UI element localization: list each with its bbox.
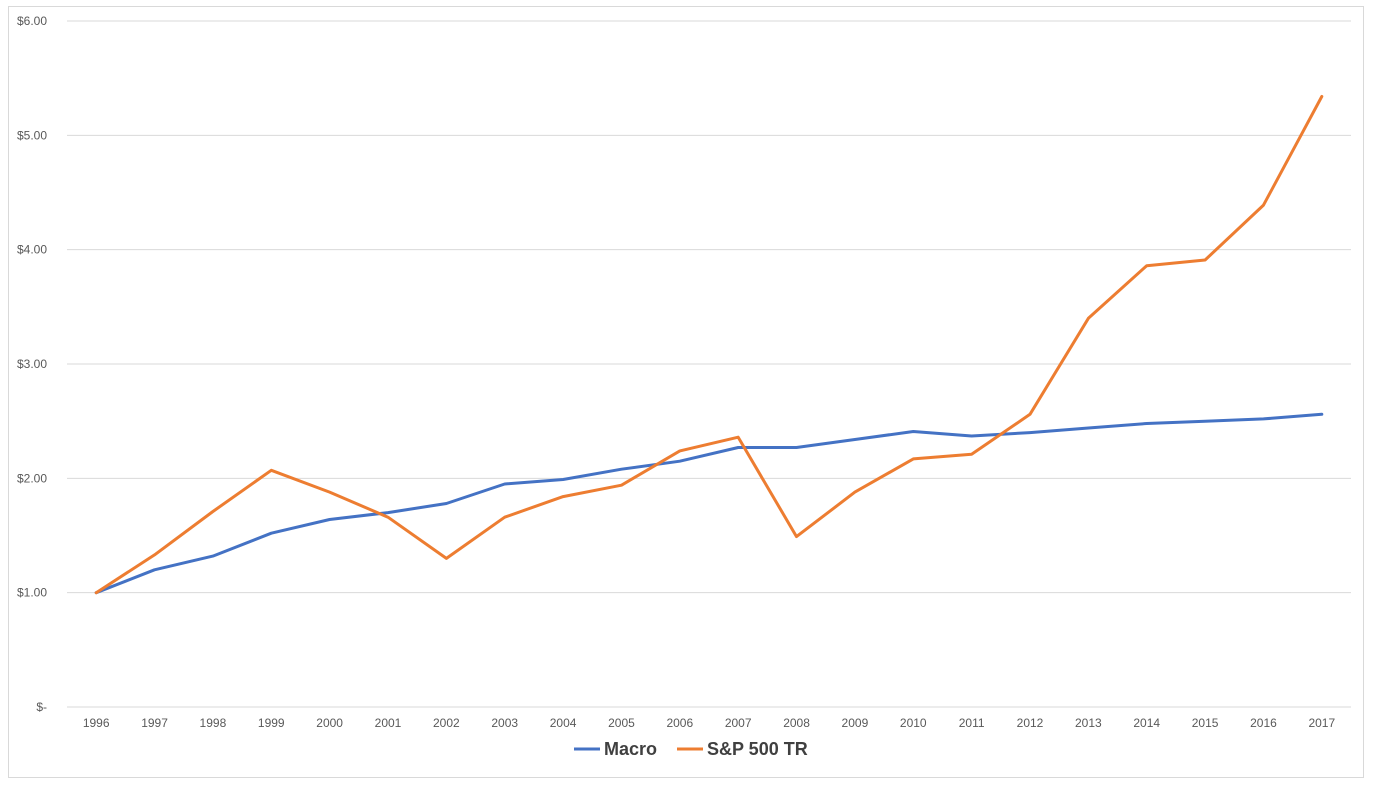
x-tick-label: 2007 — [725, 716, 752, 730]
legend-item-sp500-tr: S&P 500 TR — [677, 739, 808, 759]
line-chart: $-$1.00$2.00$3.00$4.00$5.00$6.00 1996 199… — [17, 14, 1351, 759]
x-tick-label: 2017 — [1308, 716, 1335, 730]
y-tick-label: $- — [36, 700, 47, 714]
y-tick-label: $4.00 — [17, 243, 47, 257]
y-tick-label: $6.00 — [17, 14, 47, 28]
x-tick-label: 2004 — [550, 716, 577, 730]
y-tick-label: $2.00 — [17, 471, 47, 485]
x-tick-label: 2002 — [433, 716, 460, 730]
x-tick-label: 2009 — [842, 716, 869, 730]
x-tick-label: 1999 — [258, 716, 285, 730]
legend-label: S&P 500 TR — [707, 739, 808, 759]
gridlines — [67, 20, 1351, 708]
x-tick-label: 2014 — [1133, 716, 1160, 730]
y-tick-label: $1.00 — [17, 586, 47, 600]
x-tick-label: 2013 — [1075, 716, 1102, 730]
x-tick-label: 1998 — [200, 716, 227, 730]
x-tick-label: 2012 — [1017, 716, 1044, 730]
series-line-sp500-tr — [94, 95, 1324, 595]
x-tick-label: 2008 — [783, 716, 810, 730]
x-tick-label: 2005 — [608, 716, 635, 730]
y-tick-label: $3.00 — [17, 357, 47, 371]
x-tick-label: 1996 — [83, 716, 110, 730]
legend: Macro S&P 500 TR — [574, 739, 808, 759]
x-tick-label: 2000 — [316, 716, 343, 730]
legend-item-macro: Macro — [574, 739, 657, 759]
series-line-macro — [94, 412, 1324, 595]
y-tick-label: $5.00 — [17, 128, 47, 142]
y-axis-ticks: $- $1.00 $2.00 $3.00 $4.00 $5.00 $6.00 — [17, 14, 47, 714]
legend-label: Macro — [604, 739, 657, 759]
x-tick-label: 2011 — [959, 716, 985, 730]
x-tick-label: 2015 — [1192, 716, 1219, 730]
x-tick-label: 2016 — [1250, 716, 1277, 730]
x-tick-label: 2010 — [900, 716, 927, 730]
x-tick-label: 2006 — [666, 716, 693, 730]
x-axis-ticks: 1996 1997 1998 1999 2000 2001 2002 2003 2004 2005… — [83, 716, 1336, 730]
series-lines — [94, 95, 1324, 595]
x-tick-label: 1997 — [141, 716, 168, 730]
chart-frame: $- $1.00 $2.00 $3.00 $4.00 $5.00 $6.00 1996 199… — [8, 6, 1364, 778]
x-tick-label: 2001 — [375, 716, 402, 730]
x-tick-label: 2003 — [491, 716, 518, 730]
